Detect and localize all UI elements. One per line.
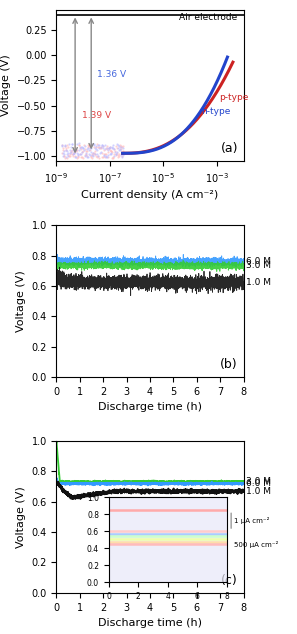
Text: 6.0 M: 6.0 M <box>246 479 271 488</box>
Text: p-type: p-type <box>219 93 248 101</box>
Text: 3.0 M: 3.0 M <box>246 477 271 486</box>
X-axis label: Current density (A cm⁻²): Current density (A cm⁻²) <box>81 190 219 200</box>
Y-axis label: Voltage (V): Voltage (V) <box>16 270 26 332</box>
Text: 6.0 M: 6.0 M <box>246 257 271 266</box>
X-axis label: Discharge time (h): Discharge time (h) <box>98 618 202 628</box>
Text: 1.0 M: 1.0 M <box>246 487 271 496</box>
X-axis label: Discharge time (h): Discharge time (h) <box>98 403 202 412</box>
Text: 3.0 M: 3.0 M <box>246 261 271 270</box>
Text: 1.0 M: 1.0 M <box>246 278 271 287</box>
Text: (a): (a) <box>220 142 238 155</box>
Text: (c): (c) <box>221 574 238 586</box>
Text: 1.36 V: 1.36 V <box>97 70 126 79</box>
Text: 1.39 V: 1.39 V <box>82 111 111 120</box>
Y-axis label: Voltage (V): Voltage (V) <box>16 486 26 548</box>
Text: n-type: n-type <box>201 107 230 116</box>
Y-axis label: Voltage (V): Voltage (V) <box>1 55 11 116</box>
Text: (b): (b) <box>220 358 238 371</box>
Text: Air electrode: Air electrode <box>179 13 238 22</box>
